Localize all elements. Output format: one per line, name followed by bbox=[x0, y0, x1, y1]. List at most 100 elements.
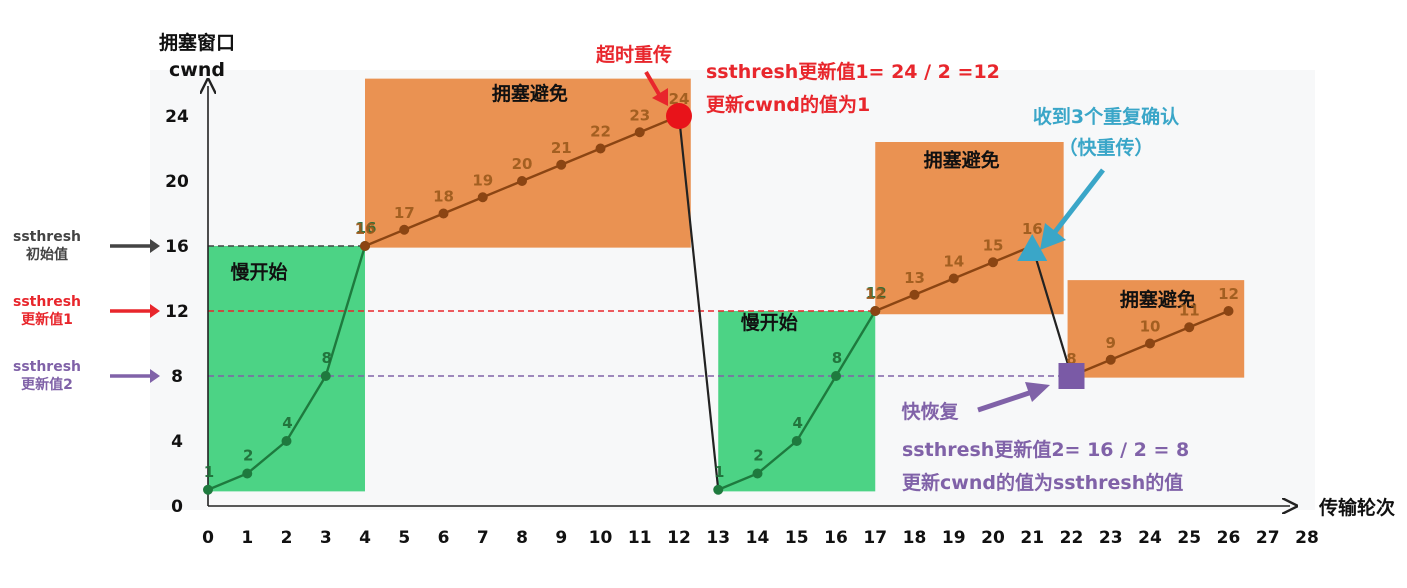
data-point bbox=[634, 127, 645, 138]
x-tick-label: 22 bbox=[1060, 528, 1084, 548]
phase-region bbox=[208, 246, 365, 492]
timeout-arrowhead bbox=[652, 88, 668, 106]
region-label: 慢开始 bbox=[231, 261, 288, 284]
data-point bbox=[791, 436, 802, 446]
threshold-label: 更新值2 bbox=[21, 376, 73, 393]
x-tick-label: 6 bbox=[438, 528, 450, 548]
y-tick-label: 24 bbox=[165, 107, 189, 127]
dup-ack-arrowhead bbox=[1040, 223, 1066, 250]
fast-recovery-note: ssthresh更新值2= 16 / 2 = 8 bbox=[902, 438, 1189, 461]
data-point bbox=[281, 436, 292, 446]
x-tick-label: 12 bbox=[667, 528, 691, 548]
data-point bbox=[595, 143, 606, 154]
x-tick-label: 27 bbox=[1256, 528, 1280, 548]
data-point bbox=[556, 159, 567, 170]
y-axis-title: cwnd bbox=[169, 59, 225, 81]
data-label: 18 bbox=[433, 188, 454, 206]
threshold-label: ssthresh bbox=[13, 229, 81, 245]
timeout-arrow bbox=[644, 70, 662, 98]
y-tick-label: 12 bbox=[165, 302, 189, 322]
data-label: 4 bbox=[793, 414, 803, 432]
x-tick-label: 0 bbox=[202, 528, 214, 548]
data-point bbox=[320, 371, 331, 381]
data-label: 22 bbox=[590, 123, 611, 141]
data-point bbox=[203, 484, 213, 495]
data-point bbox=[1184, 322, 1195, 333]
data-label: 12 bbox=[866, 284, 887, 302]
x-tick-label: 5 bbox=[398, 528, 410, 548]
x-tick-label: 26 bbox=[1217, 528, 1241, 548]
x-tick-label: 23 bbox=[1099, 528, 1123, 548]
dup-ack-arrow bbox=[1053, 168, 1105, 234]
data-point bbox=[909, 289, 920, 300]
x-tick-label: 1 bbox=[241, 528, 253, 548]
data-point bbox=[1105, 354, 1116, 365]
dup-ack-note: 收到3个重复确认 bbox=[1033, 105, 1179, 128]
data-label: 20 bbox=[512, 155, 533, 173]
threshold-label: 初始值 bbox=[26, 246, 68, 263]
data-label: 13 bbox=[904, 269, 925, 287]
x-axis-title: 传输轮次 bbox=[1318, 496, 1395, 519]
data-point bbox=[477, 192, 488, 203]
data-label: 14 bbox=[943, 253, 964, 271]
x-tick-label: 24 bbox=[1138, 528, 1162, 548]
fast-recovery-arrow bbox=[977, 389, 1033, 413]
data-point bbox=[752, 468, 763, 479]
x-tick-label: 11 bbox=[628, 528, 652, 548]
timeout-marker bbox=[666, 103, 692, 129]
x-tick-label: 25 bbox=[1177, 528, 1201, 548]
data-label: 24 bbox=[669, 90, 690, 108]
fast-recovery-marker bbox=[1058, 363, 1085, 389]
x-tick-label: 28 bbox=[1295, 528, 1319, 548]
phase-region bbox=[718, 311, 876, 492]
region-label: 慢开始 bbox=[741, 311, 798, 334]
data-label: 11 bbox=[1179, 301, 1200, 319]
data-point bbox=[399, 224, 410, 235]
threshold-label: ssthresh bbox=[13, 359, 81, 375]
data-point bbox=[360, 241, 370, 251]
y-tick-label: 0 bbox=[171, 497, 183, 517]
x-tick-label: 9 bbox=[555, 528, 567, 548]
y-tick-label: 20 bbox=[165, 172, 189, 192]
x-tick-label: 2 bbox=[281, 528, 293, 548]
data-label: 16 bbox=[355, 220, 376, 238]
y-tick-label: 4 bbox=[171, 432, 183, 452]
x-tick-label: 13 bbox=[706, 528, 730, 548]
threshold-label: ssthresh bbox=[13, 294, 81, 310]
x-tick-label: 4 bbox=[359, 528, 371, 548]
data-label: 12 bbox=[865, 285, 886, 303]
phase-region bbox=[1067, 280, 1245, 378]
data-label: 1 bbox=[204, 463, 214, 481]
data-point bbox=[948, 273, 959, 284]
data-label: 8 bbox=[832, 349, 842, 367]
data-point bbox=[242, 468, 253, 479]
data-label: 2 bbox=[753, 447, 763, 465]
region-label: 拥塞避免 bbox=[924, 148, 1000, 171]
x-tick-label: 3 bbox=[320, 528, 332, 548]
data-label: 8 bbox=[1066, 350, 1076, 368]
x-tick-label: 19 bbox=[942, 528, 966, 548]
y-tick-label: 16 bbox=[165, 237, 189, 257]
dup-ack-note: （快重传） bbox=[1058, 136, 1153, 159]
data-point bbox=[1145, 338, 1155, 349]
x-tick-label: 21 bbox=[1020, 528, 1044, 548]
drop-line bbox=[1031, 245, 1073, 377]
y-tick-label: 8 bbox=[171, 367, 183, 387]
phase-region bbox=[365, 78, 691, 248]
region-label: 拥塞避免 bbox=[492, 82, 568, 105]
x-tick-label: 17 bbox=[863, 528, 887, 548]
x-tick-label: 14 bbox=[746, 528, 770, 548]
data-label: 15 bbox=[983, 236, 1004, 254]
dup-ack-marker bbox=[1017, 234, 1048, 261]
data-label: 17 bbox=[394, 204, 415, 222]
data-point bbox=[713, 484, 724, 495]
x-tick-label: 8 bbox=[516, 528, 528, 548]
threshold-arrowhead bbox=[150, 304, 160, 318]
timeout-note: ssthresh更新值1= 24 / 2 =12 bbox=[706, 60, 1000, 83]
data-point bbox=[870, 306, 881, 316]
data-label: 9 bbox=[1106, 334, 1116, 352]
data-point bbox=[831, 371, 841, 381]
data-label: 19 bbox=[472, 171, 493, 189]
data-label: 23 bbox=[629, 106, 650, 124]
